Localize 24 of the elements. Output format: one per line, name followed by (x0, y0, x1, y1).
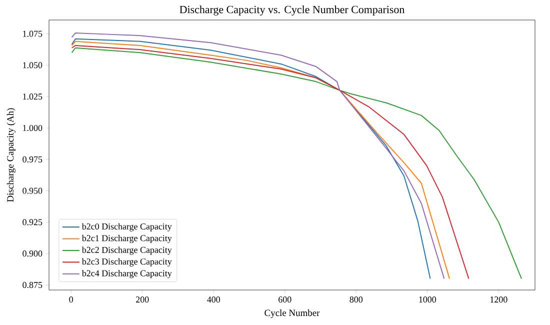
y-tick-label: 1.000 (23, 124, 42, 132)
x-tick-label: 600 (278, 296, 292, 303)
y-tick-label: 0.875 (22, 282, 42, 288)
x-tick-label: 400 (207, 296, 220, 303)
y-tick-label: 1.025 (23, 94, 42, 100)
legend-label: b2c2 Discharge Capacity (82, 246, 172, 255)
y-tick-label: 0.950 (22, 188, 42, 194)
y-tick-label: 1.050 (23, 62, 42, 68)
x-axis-title: Cycle Number (264, 309, 320, 318)
y-tick-label: 0.900 (22, 250, 42, 257)
y-tick-label: 1.075 (23, 30, 42, 37)
legend-label: b2c4 Discharge Capacity (82, 270, 172, 278)
x-tick-label: 1200 (490, 296, 508, 303)
y-tick-label: 0.975 (22, 156, 42, 162)
x-tick-label: 0 (69, 296, 73, 303)
x-tick-label: 800 (350, 296, 363, 303)
legend-label: b2c0 Discharge Capacity (82, 223, 172, 232)
y-tick-label: 0.925 (22, 219, 42, 226)
x-tick-label: 1000 (419, 296, 436, 303)
y-axis-title: Discharge Capacity (Ah) (6, 108, 16, 202)
chart-title: Discharge Capacity vs. Cycle Number Comparison (180, 6, 405, 16)
legend-label: b2c1 Discharge Capacity (82, 234, 172, 244)
x-tick-label: 200 (136, 296, 149, 303)
legend-label: b2c3 Discharge Capacity (82, 258, 172, 266)
